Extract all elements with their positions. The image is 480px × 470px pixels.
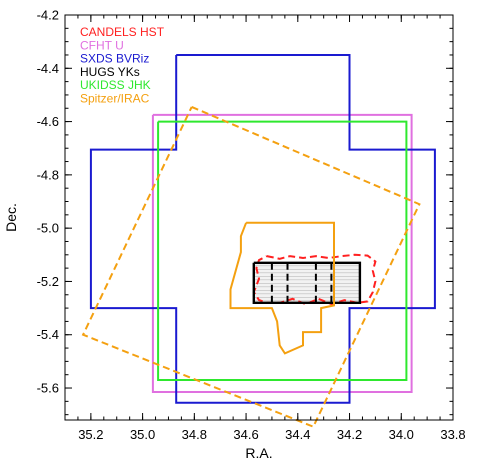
y-tick-label: -5.2 bbox=[37, 274, 59, 289]
x-tick-label: 34.6 bbox=[233, 427, 258, 442]
sxds-bvriz-outline bbox=[89, 54, 436, 404]
x-tick-label: 34.4 bbox=[285, 427, 310, 442]
legend-item-ukidss-jhk: UKIDSS JHK bbox=[80, 78, 151, 92]
y-tick-label: -5.6 bbox=[37, 381, 59, 396]
fill-layer bbox=[253, 262, 360, 303]
hugs-fill bbox=[253, 262, 360, 303]
series-6-outline bbox=[229, 221, 335, 355]
legend-item-sxds-bvriz: SXDS BVRiz bbox=[80, 52, 149, 66]
ukidss-jhk-outline bbox=[157, 120, 408, 381]
x-tick-label: 35.0 bbox=[130, 427, 155, 442]
y-tick-label: -5.0 bbox=[37, 221, 59, 236]
candels-hst-outline bbox=[252, 253, 377, 306]
x-tick-label: 34.8 bbox=[182, 427, 207, 442]
x-tick-label: 33.8 bbox=[440, 427, 465, 442]
legend-item-candels-hst: CANDELS HST bbox=[80, 25, 165, 39]
hugs-yks-outline bbox=[252, 261, 362, 304]
y-tick-label: -4.4 bbox=[37, 61, 59, 76]
spitzer-irac-outline bbox=[81, 105, 421, 428]
x-tick-label: 34.0 bbox=[389, 427, 414, 442]
legend-item-cfht-u: CFHT U bbox=[80, 38, 124, 52]
x-tick-label: 35.2 bbox=[78, 427, 103, 442]
cfht-u-outline bbox=[151, 113, 413, 393]
series-layer bbox=[81, 54, 436, 428]
y-axis-label: Dec. bbox=[3, 203, 19, 232]
x-tick-label: 34.2 bbox=[337, 427, 362, 442]
y-tick-label: -4.6 bbox=[37, 114, 59, 129]
x-axis-label: R.A. bbox=[245, 445, 272, 461]
legend-item-spitzer-irac: Spitzer/IRAC bbox=[80, 92, 150, 106]
axis-ticks: 35.2 35.0 34.8 34.6 34.4 34.2 34.0 33.8 -4.2 -4.4… bbox=[37, 8, 466, 443]
y-tick-label: -4.8 bbox=[37, 167, 59, 182]
legend-item-hugs-yks: HUGS YKs bbox=[80, 65, 140, 79]
y-tick-label: -5.4 bbox=[37, 327, 59, 342]
y-tick-label: -4.2 bbox=[37, 8, 59, 23]
